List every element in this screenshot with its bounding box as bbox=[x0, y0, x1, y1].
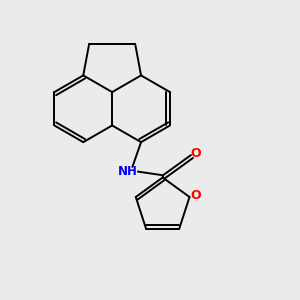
Text: O: O bbox=[190, 189, 201, 202]
Text: O: O bbox=[191, 147, 201, 160]
Text: NH: NH bbox=[117, 165, 137, 178]
